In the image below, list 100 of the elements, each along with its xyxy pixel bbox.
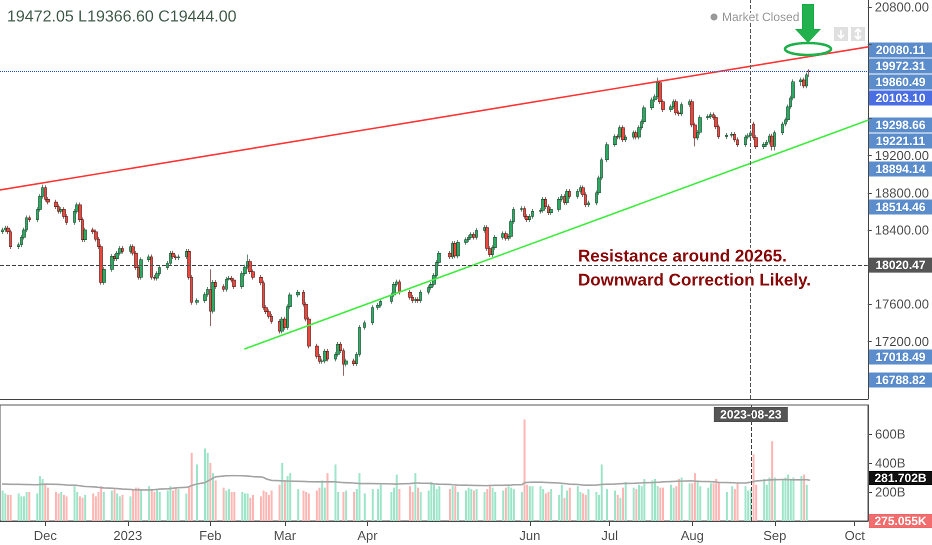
bar	[595, 492, 598, 521]
candlestick	[150, 254, 153, 280]
bar	[784, 478, 786, 521]
bar	[678, 478, 680, 521]
candlestick	[83, 227, 87, 242]
candlestick	[185, 248, 188, 260]
bar	[380, 484, 382, 521]
bar	[54, 492, 57, 521]
bar	[268, 494, 270, 521]
x-tick-label: Mar	[274, 528, 297, 543]
bar	[606, 489, 608, 521]
candlestick	[531, 208, 534, 220]
x-tick-label: Oct	[844, 528, 866, 543]
candlestick	[456, 240, 460, 259]
bar	[196, 464, 198, 521]
text: 19298.66	[875, 118, 926, 132]
bar	[132, 489, 134, 521]
candlestick	[802, 77, 806, 89]
text: 19221.11	[876, 134, 926, 148]
bar	[696, 480, 699, 521]
bar	[100, 486, 102, 521]
bar	[544, 493, 547, 521]
candlestick	[709, 112, 712, 120]
bar	[121, 494, 124, 521]
bar	[563, 498, 566, 521]
bar	[153, 492, 156, 521]
bar	[278, 484, 281, 521]
x-tick-label: 2023	[113, 528, 142, 543]
candlestick	[744, 134, 747, 148]
bar	[345, 490, 348, 521]
candlestick	[501, 231, 505, 240]
bar	[420, 492, 422, 521]
bar	[342, 492, 344, 521]
bar	[560, 484, 563, 521]
y-tick-label: 400B	[875, 456, 906, 470]
x-tick-label: Jun	[519, 528, 540, 543]
candlestick	[232, 277, 236, 290]
candlestick	[618, 125, 622, 140]
bar	[321, 480, 324, 521]
annotation: Market Closed	[722, 10, 800, 24]
bar	[148, 486, 150, 521]
text: 19972.31	[875, 59, 926, 73]
candlestick	[475, 228, 478, 240]
candlestick	[416, 296, 420, 304]
candlestick	[270, 314, 273, 324]
candlestick	[398, 279, 401, 295]
bar	[398, 489, 400, 521]
bar	[540, 486, 542, 521]
bar	[177, 489, 180, 521]
bar	[752, 454, 755, 521]
candlestick	[680, 102, 683, 116]
candlestick	[102, 266, 106, 286]
candlestick	[616, 134, 619, 140]
y-tick-label: 600B	[875, 426, 906, 442]
candlestick	[225, 276, 228, 292]
bar	[137, 488, 140, 521]
bar	[204, 448, 206, 521]
bar	[206, 452, 209, 521]
bar	[185, 493, 188, 521]
candlestick	[169, 250, 172, 266]
candlestick	[762, 142, 766, 150]
bar	[582, 493, 584, 521]
bar	[377, 489, 380, 521]
bar	[659, 488, 662, 521]
bar	[484, 492, 486, 521]
candlestick	[453, 240, 457, 259]
bar	[222, 488, 225, 521]
candlestick	[147, 254, 151, 262]
bar	[542, 489, 544, 521]
bar	[353, 492, 356, 521]
bar	[731, 486, 734, 521]
x-tick-label: Jul	[601, 528, 618, 543]
bar	[774, 478, 776, 521]
bar	[803, 474, 806, 521]
candlestick	[121, 246, 124, 254]
bar	[140, 489, 142, 521]
bar	[297, 489, 300, 521]
candlestick	[363, 320, 366, 330]
candlestick	[730, 132, 734, 138]
candlestick	[9, 229, 12, 250]
bar	[566, 490, 568, 521]
bar	[688, 483, 691, 521]
candlestick	[632, 130, 635, 140]
bar	[308, 493, 310, 521]
y-tick-label: 18800.00	[874, 185, 930, 200]
x-tick-label: Aug	[680, 528, 704, 543]
bar	[10, 494, 12, 521]
candlestick	[563, 194, 566, 206]
candlestick	[587, 200, 590, 208]
candlestick	[336, 342, 340, 358]
bar	[600, 464, 603, 521]
candlestick	[624, 134, 627, 142]
bar	[624, 482, 627, 521]
bar	[150, 489, 153, 521]
candlestick	[326, 348, 329, 362]
candlestick	[174, 254, 177, 260]
bar	[20, 496, 22, 521]
bar	[270, 490, 273, 521]
candlestick	[323, 348, 327, 364]
candlestick	[54, 199, 58, 210]
